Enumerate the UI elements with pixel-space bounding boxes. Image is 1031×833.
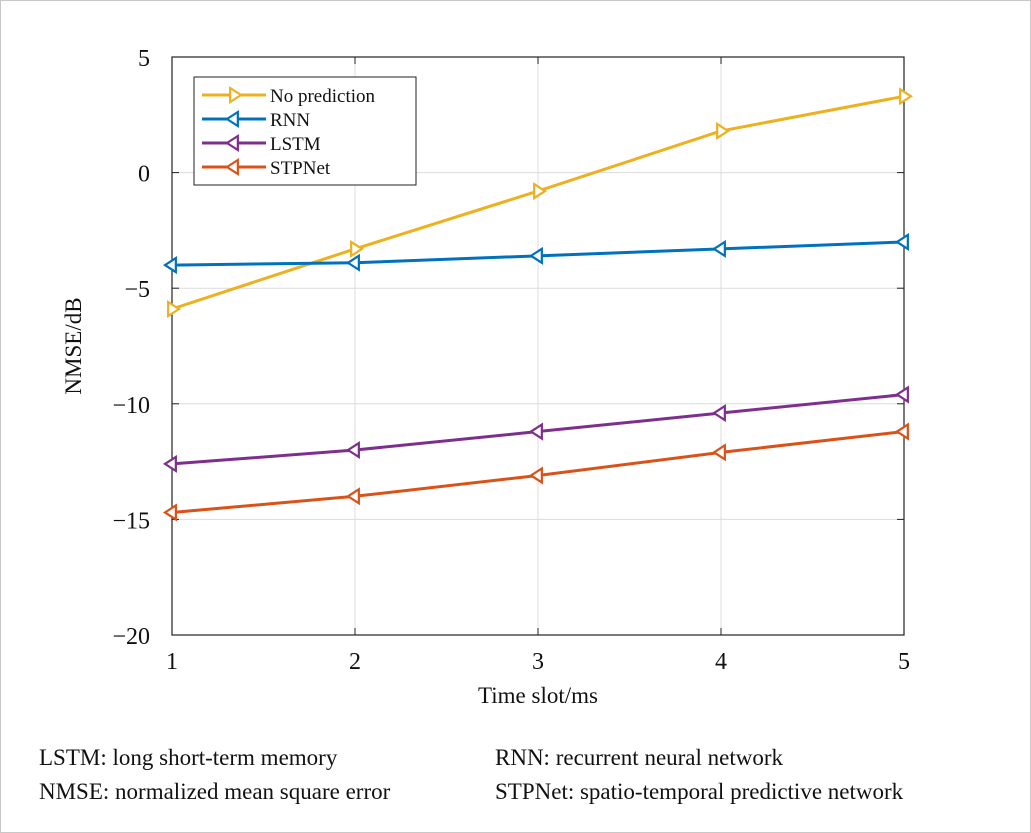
series-stpnet [162, 422, 909, 522]
series-lstm [162, 385, 909, 473]
data-point [162, 454, 177, 473]
y-tick-label: −5 [124, 277, 150, 303]
axis-ticks: 1 2 3 4 5 5 0 −5 −10 −15 −20 [112, 46, 910, 675]
y-tick-label: 0 [138, 162, 150, 188]
data-point [894, 232, 909, 251]
x-tick-label: 3 [532, 649, 544, 675]
y-axis-label: NMSE/dB [61, 297, 86, 394]
data-point [345, 487, 360, 506]
footnote-lstm: LSTM: long short-term memory [39, 745, 338, 770]
y-tick-label: −20 [112, 624, 150, 650]
legend-marker [224, 133, 239, 153]
data-point [528, 422, 543, 441]
data-point [162, 503, 177, 522]
legend-label: No prediction [270, 86, 376, 107]
footnote-stpnet: STPNet: spatio-temporal predictive netwo… [495, 779, 904, 804]
footnote-rnn: RNN: recurrent neural network [495, 745, 784, 770]
legend: No prediction RNN LSTM STPNet [193, 76, 417, 186]
data-point [345, 441, 360, 460]
legend-label: RNN [270, 110, 310, 131]
legend-marker [224, 109, 239, 129]
legend-item: RNN [202, 109, 310, 131]
legend-item: STPNet [202, 157, 331, 179]
data-point [711, 443, 726, 462]
data-point [533, 182, 548, 201]
series-rnn [162, 232, 909, 275]
data-point [528, 246, 543, 265]
legend-marker [224, 157, 239, 177]
x-tick-label: 4 [715, 649, 727, 675]
series-no-prediction [167, 87, 914, 319]
x-tick-label: 2 [349, 649, 361, 675]
legend-label: STPNet [270, 158, 331, 179]
legend-marker [229, 85, 244, 105]
data-point [528, 466, 543, 485]
legend-item: LSTM [202, 133, 321, 155]
y-tick-label: −10 [112, 393, 150, 419]
data-point [894, 385, 909, 404]
data-point [345, 253, 360, 272]
footnote-nmse: NMSE: normalized mean square error [39, 779, 391, 804]
data-point [894, 422, 909, 441]
data-point [716, 121, 731, 141]
x-axis-label: Time slot/ms [478, 683, 598, 708]
y-tick-label: −15 [112, 508, 150, 534]
legend-label: LSTM [270, 134, 321, 155]
data-point [899, 87, 914, 106]
x-tick-label: 5 [898, 649, 910, 675]
nmse-line-chart: 1 2 3 4 5 5 0 −5 −10 −15 −20 No prediction RNN LSTM S… [61, 46, 914, 708]
x-tick-label: 1 [166, 649, 178, 675]
y-tick-label: 5 [138, 46, 150, 72]
data-point [162, 256, 177, 275]
data-point [711, 404, 726, 423]
data-point [167, 299, 182, 319]
data-point [711, 239, 726, 258]
legend-item: No prediction [202, 85, 376, 107]
data-point [350, 239, 365, 258]
series-group [162, 87, 914, 522]
